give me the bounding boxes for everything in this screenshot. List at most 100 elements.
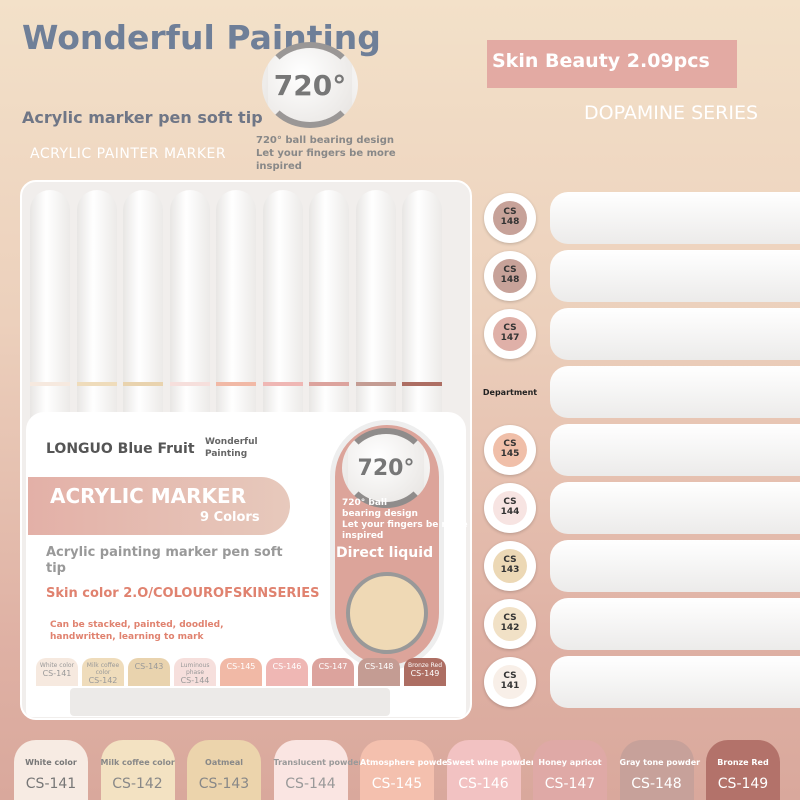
pen-color-dot: CS 145 [493, 433, 527, 467]
pen-body [550, 482, 800, 534]
brand: LONGUO Blue Fruit [46, 441, 195, 457]
swatch-code: CS-143 [134, 662, 164, 671]
pen-cap: CS 147 [484, 309, 536, 359]
swatch-name: Gray tone powder [619, 758, 701, 767]
pen-band [76, 382, 117, 386]
swatch-code: CS-145 [226, 662, 256, 671]
swatch-name: Sweet wine powder [446, 758, 535, 767]
bottom-swatch: Atmosphere powder CS-145 [360, 740, 452, 800]
right-pen: CS 145 [484, 424, 800, 476]
box-swatch: Milk coffee color CS-142 [82, 658, 124, 686]
pen-body [550, 192, 800, 244]
swatch-code: CS-143 [198, 776, 250, 792]
box-swatch: CS-147 [312, 658, 354, 686]
tagline: ACRYLIC PAINTER MARKER [30, 146, 227, 162]
pen-cap: CS 144 [484, 483, 536, 533]
right-pen: CS 141 [484, 656, 800, 708]
right-pen: CS 142 [484, 598, 800, 650]
bb-text: 720° ball bearing design [342, 498, 418, 519]
box-features: Can be stacked, painted, doodled, handwr… [50, 620, 224, 642]
pen-cap: CS 148 [484, 251, 536, 301]
pen-body [550, 366, 800, 418]
bottom-swatch: Milk coffee color CS-142 [100, 740, 175, 800]
acrylic-band [28, 477, 290, 535]
swatch-name: Honey apricot [538, 758, 602, 767]
box-wonderful: Wonderful Painting [205, 437, 258, 459]
pen-cap: Department [482, 367, 538, 417]
box-ball-desc: 720° ball bearing design Let your fingers… [342, 498, 512, 542]
pen-color-dot: CS 148 [493, 201, 527, 235]
right-pen: CS 143 [484, 540, 800, 592]
pen-cap: CS 148 [484, 193, 536, 243]
pen-color-dot: CS 144 [493, 491, 527, 525]
pen-color-dot: CS 147 [493, 317, 527, 351]
pen-color-dot: CS 148 [493, 259, 527, 293]
pen-body [550, 598, 800, 650]
pen-band [355, 382, 396, 386]
pen-body [550, 308, 800, 360]
swatch-name: Luminous phase [180, 662, 210, 676]
pen-cap: CS 145 [484, 425, 536, 475]
nib-icon [346, 572, 428, 654]
rotation-ball-icon: 720° [262, 42, 358, 128]
pen-body [550, 540, 800, 592]
bottom-swatch: White color CS-141 [14, 740, 88, 800]
box-swatch: CS-143 [128, 658, 170, 686]
pen-color-dot: CS 141 [493, 665, 527, 699]
ball-desc-2: Let your fingers be more inspired [256, 148, 396, 172]
swatch-name: White color [25, 758, 77, 767]
pen-band [216, 382, 256, 386]
swatch-name: Atmosphere powder [360, 758, 452, 767]
box-description: Acrylic painting marker pen soft tip [46, 545, 283, 576]
right-pen: CS 148 [484, 250, 800, 302]
color-count: 9 Colors [200, 510, 260, 525]
pen-band [309, 382, 349, 386]
degree-label: 720° [357, 455, 415, 481]
pen-band [262, 382, 303, 386]
right-pen: CS 148 [484, 192, 800, 244]
swatch-name: Bronze Red [717, 758, 769, 767]
skin-series: Skin color 2.O/COLOUROFSKINSERIES [46, 586, 320, 601]
subtitle: Acrylic marker pen soft tip [22, 108, 263, 127]
swatch-name: Bronze Red [407, 662, 443, 669]
pen-band [169, 382, 210, 386]
inspire-text: Let your fingers be more inspired [342, 520, 468, 541]
direct-liquid: Direct liquid [336, 545, 434, 561]
swatch-code: CS-146 [458, 776, 509, 792]
pen-label: Department [482, 387, 538, 397]
swatch-name: Milk coffee color [100, 758, 175, 767]
bottom-swatch: Sweet wine powder CS-146 [446, 740, 535, 800]
swatch-code: CS-142 [88, 676, 118, 685]
box-swatch: Bronze Red CS-149 [404, 658, 446, 686]
box-swatch: CS-148 [358, 658, 400, 686]
swatch-name: White color [39, 662, 75, 669]
box-swatch: Luminous phase CS-144 [174, 658, 216, 686]
bottom-swatch: Oatmeal CS-143 [187, 740, 261, 800]
swatch-code: CS-145 [371, 776, 423, 792]
swatch-name: Translucent powder [273, 758, 363, 767]
swatch-code: CS-144 [180, 676, 210, 685]
box-swatch: CS-145 [220, 658, 262, 686]
right-pen: CS 144 [484, 482, 800, 534]
bottom-swatch: Bronze Red CS-149 [706, 740, 780, 800]
swatch-code: CS-149 [410, 669, 440, 678]
product-badge: Skin Beauty 2.09pcs [487, 40, 737, 88]
swatch-code: CS-148 [364, 662, 394, 671]
pen-band [123, 382, 163, 386]
swatch-code: CS-147 [544, 776, 596, 792]
pen-color-dot: CS 143 [493, 549, 527, 583]
swatch-code: CS-146 [272, 662, 302, 671]
pen-body [550, 656, 800, 708]
pen-cap: CS 142 [484, 599, 536, 649]
swatch-code: CS-148 [631, 776, 682, 792]
right-pen: Department [482, 366, 800, 418]
swatch-code: CS-149 [717, 776, 769, 792]
acrylic-marker-title: ACRYLIC MARKER [50, 484, 247, 508]
ball-description: 720° ball bearing design Let your fingers… [256, 134, 396, 173]
bottom-swatch: Honey apricot CS-147 [533, 740, 607, 800]
pen-band [30, 382, 70, 386]
swatch-name: Oatmeal [205, 758, 243, 767]
pen-body [550, 424, 800, 476]
pen-cap: CS 141 [484, 657, 536, 707]
bottom-swatch: Gray tone powder CS-148 [619, 740, 701, 800]
